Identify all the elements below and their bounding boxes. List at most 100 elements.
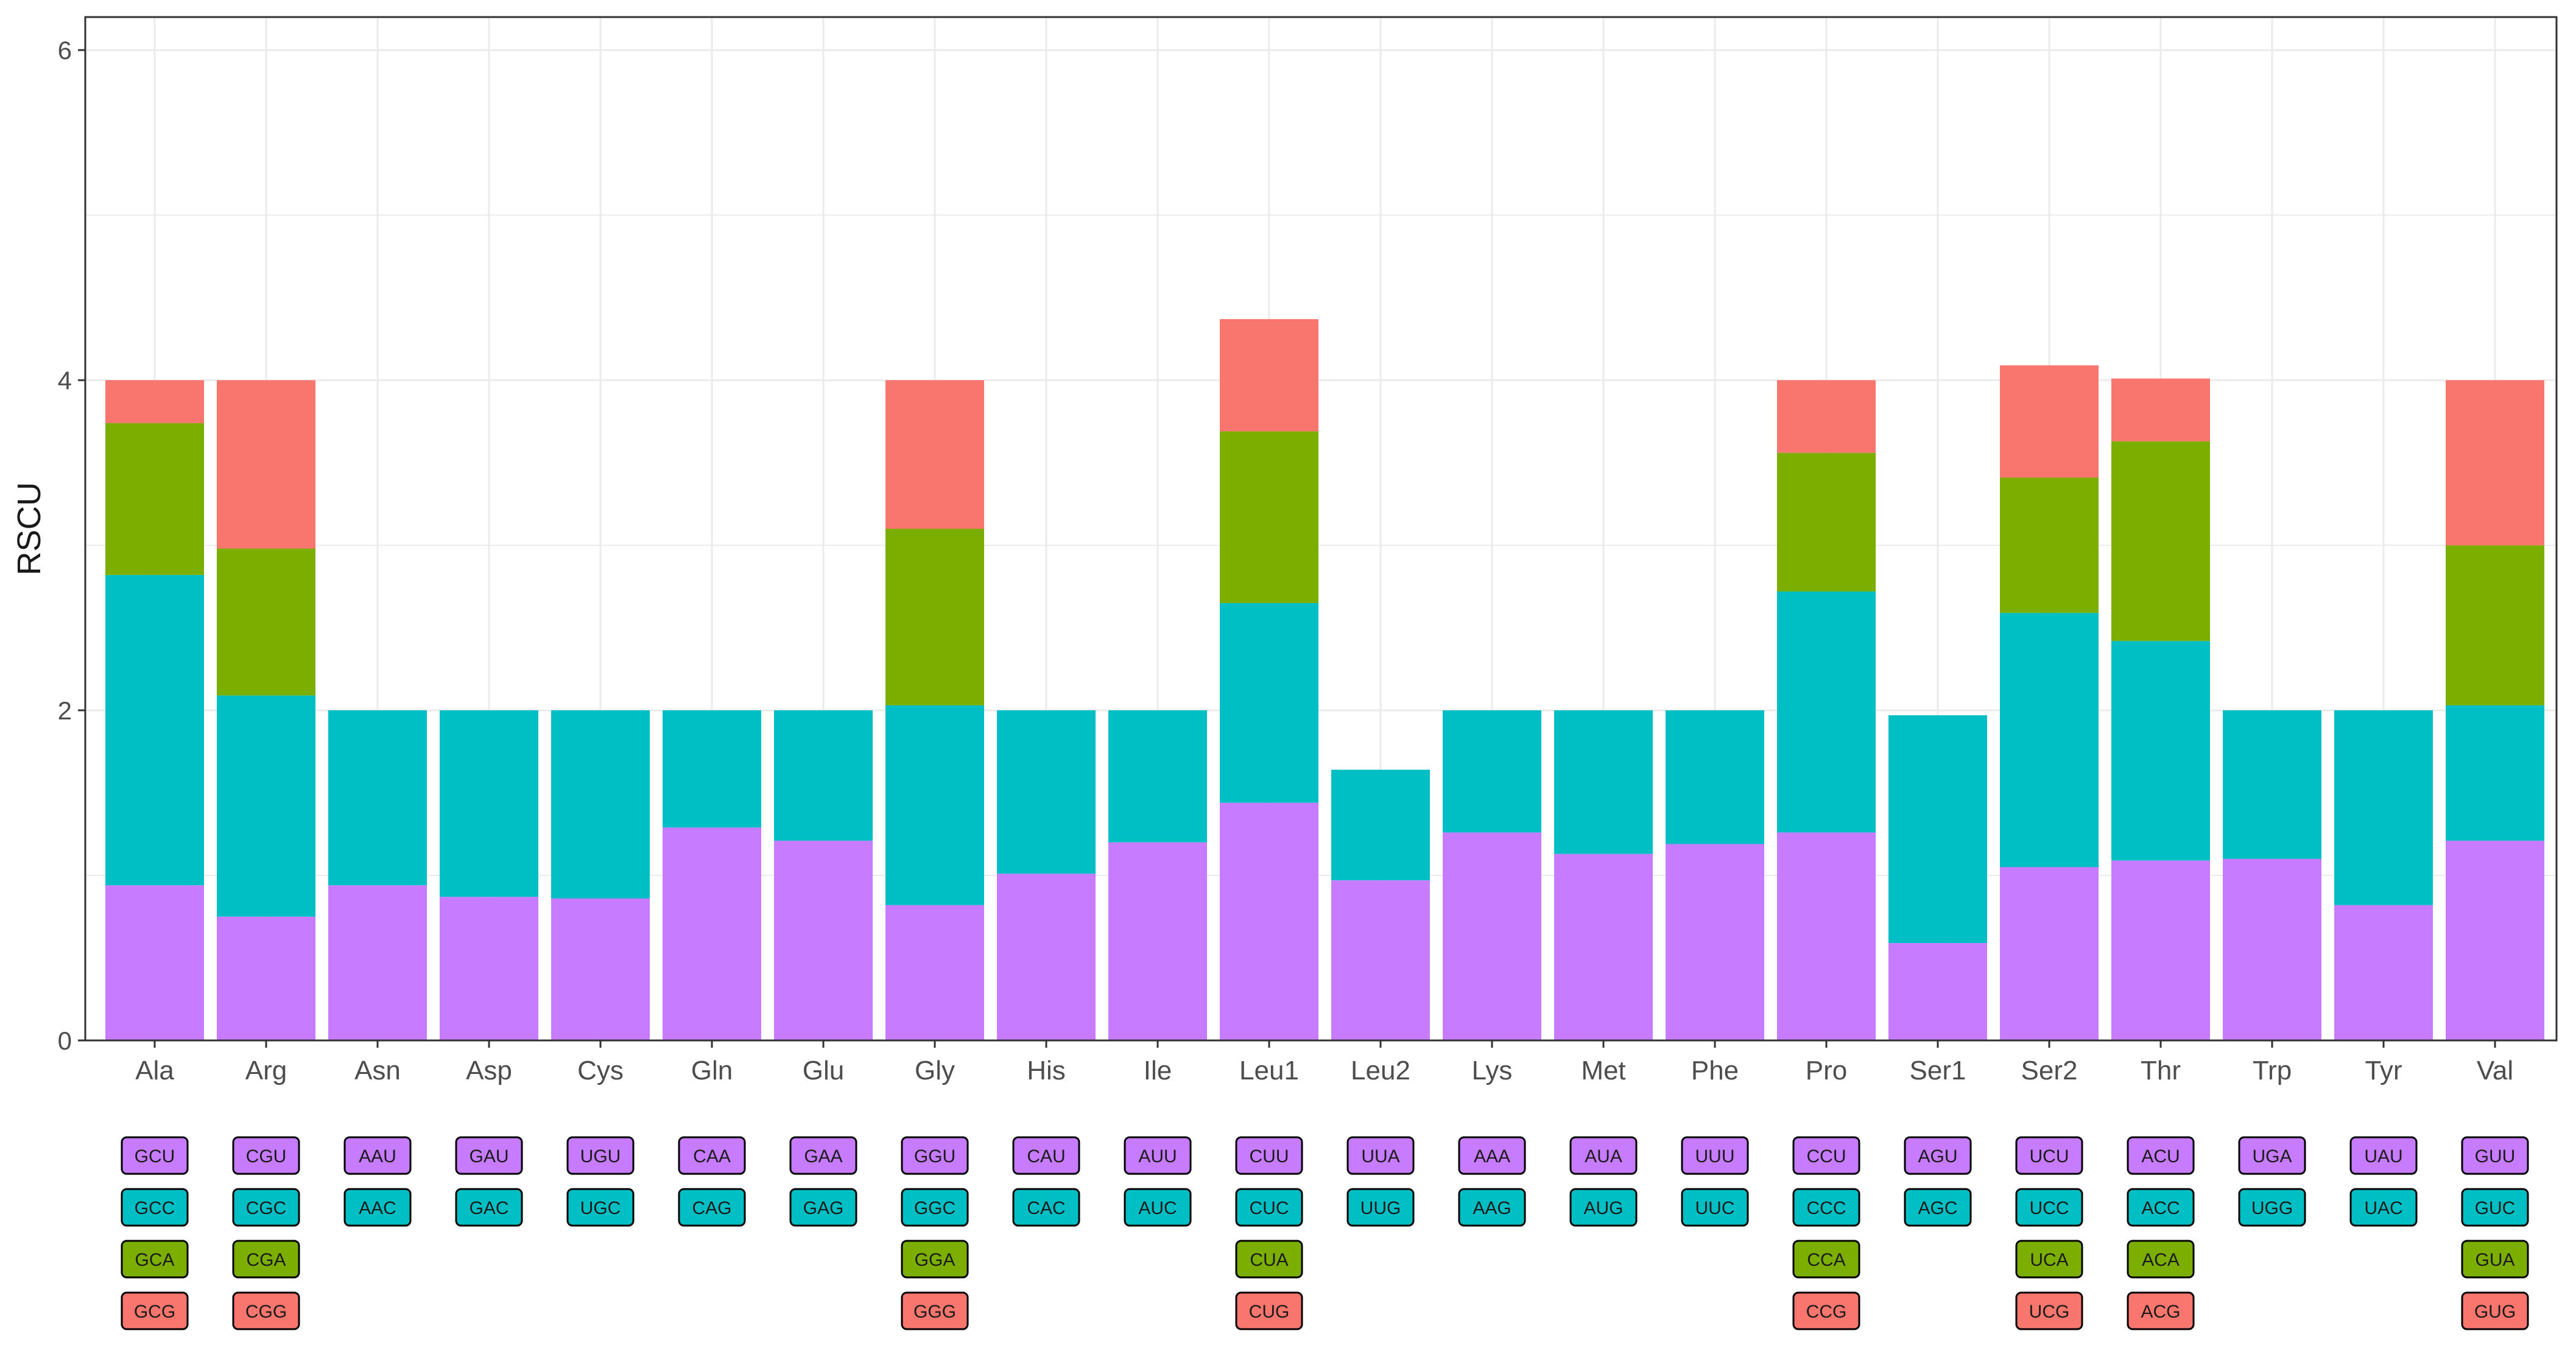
codon-label-UGG: UGG (2251, 1198, 2293, 1218)
codon-label-GCU: GCU (135, 1146, 175, 1167)
codon-label-UAC: UAC (2364, 1198, 2402, 1218)
codon-label-AGC: AGC (1918, 1198, 1957, 1218)
x-tick-label-leu1: Leu1 (1239, 1056, 1299, 1086)
bar-segment-ACG (2111, 378, 2210, 442)
codon-box-CCA (1792, 1240, 1860, 1279)
codon-label-CGU: CGU (246, 1146, 287, 1167)
bar-segment-AAG (1443, 710, 1541, 833)
codon-label-UCG: UCG (2029, 1302, 2070, 1322)
bar-segment-UGU (551, 898, 650, 1040)
codon-box-UUU (1681, 1136, 1749, 1175)
x-tick-label-arg: Arg (245, 1056, 287, 1086)
codon-box-CGA (232, 1240, 300, 1279)
bar-segment-UCG (2000, 365, 2099, 478)
codon-box-AGU (1904, 1136, 1972, 1175)
bar-segment-ACU (2111, 860, 2210, 1040)
bar-segment-GAC (440, 710, 538, 897)
x-tick-label-gln: Gln (691, 1056, 733, 1086)
bar-segment-ACC (2111, 641, 2210, 861)
codon-box-UAC (2349, 1188, 2418, 1227)
bar-segment-UCA (2000, 478, 2099, 613)
bar-segment-GGC (885, 705, 984, 905)
codon-box-GAG (789, 1188, 857, 1227)
bar-segment-UAC (2334, 710, 2433, 905)
codon-box-GAC (455, 1188, 523, 1227)
codon-box-CCU (1792, 1136, 1860, 1175)
bar-segment-UUG (1331, 769, 1430, 881)
codon-box-GUC (2461, 1188, 2529, 1227)
codon-label-AUG: AUG (1583, 1198, 1623, 1218)
codon-box-AAG (1458, 1188, 1526, 1227)
codon-box-GCU (121, 1136, 189, 1175)
codon-label-UGC: UGC (580, 1198, 621, 1218)
codon-box-AUA (1569, 1136, 1638, 1175)
codon-box-UGG (2238, 1188, 2306, 1227)
codon-label-CAG: CAG (692, 1198, 731, 1218)
codon-label-UCU: UCU (2030, 1146, 2069, 1167)
codon-label-GUG: GUG (2474, 1302, 2516, 1322)
codon-box-CUC (1235, 1188, 1303, 1227)
codon-box-GGG (901, 1291, 969, 1330)
codon-box-UCG (2015, 1291, 2083, 1330)
codon-box-ACA (2127, 1240, 2195, 1279)
codon-box-UGC (566, 1188, 635, 1227)
codon-label-CGC: CGC (246, 1198, 287, 1218)
codon-label-AAC: AAC (359, 1198, 396, 1218)
codon-box-AAA (1458, 1136, 1526, 1175)
codon-label-GUU: GUU (2475, 1146, 2516, 1167)
bar-segment-CCU (1777, 832, 1876, 1040)
codon-label-CCU: CCU (1807, 1146, 1846, 1167)
codon-label-CUU: CUU (1250, 1146, 1289, 1167)
codon-box-UUG (1346, 1188, 1415, 1227)
x-tick-label-tyr: Tyr (2365, 1056, 2402, 1086)
bar-segment-GUG (2446, 380, 2544, 546)
bar-segment-CGC (217, 695, 315, 917)
codon-box-CAC (1012, 1188, 1080, 1227)
bar-segment-GUU (2446, 841, 2544, 1040)
x-tick-label-asn: Asn (354, 1056, 401, 1086)
bar-segment-AAA (1443, 832, 1541, 1040)
x-tick-label-phe: Phe (1691, 1056, 1739, 1086)
y-axis: 0 2 4 6 (58, 36, 85, 1055)
codon-label-AGU: AGU (1918, 1146, 1957, 1167)
codon-label-GAA: GAA (804, 1146, 842, 1167)
codon-box-GCG (121, 1291, 189, 1330)
bar-segment-GAG (774, 710, 873, 841)
bar-segment-UUA (1331, 880, 1430, 1040)
codon-box-GGU (901, 1136, 969, 1175)
x-tick-label-gly: Gly (915, 1056, 955, 1086)
codon-label-GUA: GUA (2475, 1250, 2514, 1270)
codon-label-UUA: UUA (1361, 1146, 1399, 1167)
y-tick-label: 2 (58, 696, 72, 725)
x-tick-label-thr: Thr (2141, 1056, 2181, 1086)
codon-label-AUC: AUC (1138, 1198, 1177, 1218)
codon-box-GGC (901, 1188, 969, 1227)
bar-segment-AUG (1554, 710, 1653, 854)
codon-label-AUA: AUA (1585, 1146, 1622, 1167)
codon-box-CAU (1012, 1136, 1080, 1175)
codon-box-CUA (1235, 1240, 1303, 1279)
bar-segment-AAC (328, 710, 427, 886)
codon-box-UUC (1681, 1188, 1749, 1227)
codon-label-GGA: GGA (915, 1250, 955, 1270)
codon-box-GCA (121, 1240, 189, 1279)
codon-label-ACC: ACC (2141, 1198, 2180, 1218)
codon-box-GUG (2461, 1291, 2529, 1330)
codon-label-CUA: CUA (1250, 1250, 1288, 1270)
x-tick-label-glu: Glu (803, 1056, 844, 1086)
bar-segment-UGC (551, 710, 650, 898)
codon-label-GAC: GAC (469, 1198, 509, 1218)
codon-box-CGC (232, 1188, 300, 1227)
codon-box-CAA (678, 1136, 746, 1175)
bar-segment-GGU (885, 905, 984, 1040)
bar-segment-CAG (663, 710, 761, 828)
codon-label-GGG: GGG (913, 1302, 956, 1322)
bar-segment-CCC (1777, 591, 1876, 833)
codon-box-ACU (2127, 1136, 2195, 1175)
codon-label-AAG: AAG (1473, 1198, 1511, 1218)
codon-label-GCA: GCA (135, 1250, 174, 1270)
codon-label-UGA: UGA (2252, 1146, 2292, 1167)
bar-segment-CGA (217, 548, 315, 696)
bar-segment-CUG (1220, 319, 1318, 432)
